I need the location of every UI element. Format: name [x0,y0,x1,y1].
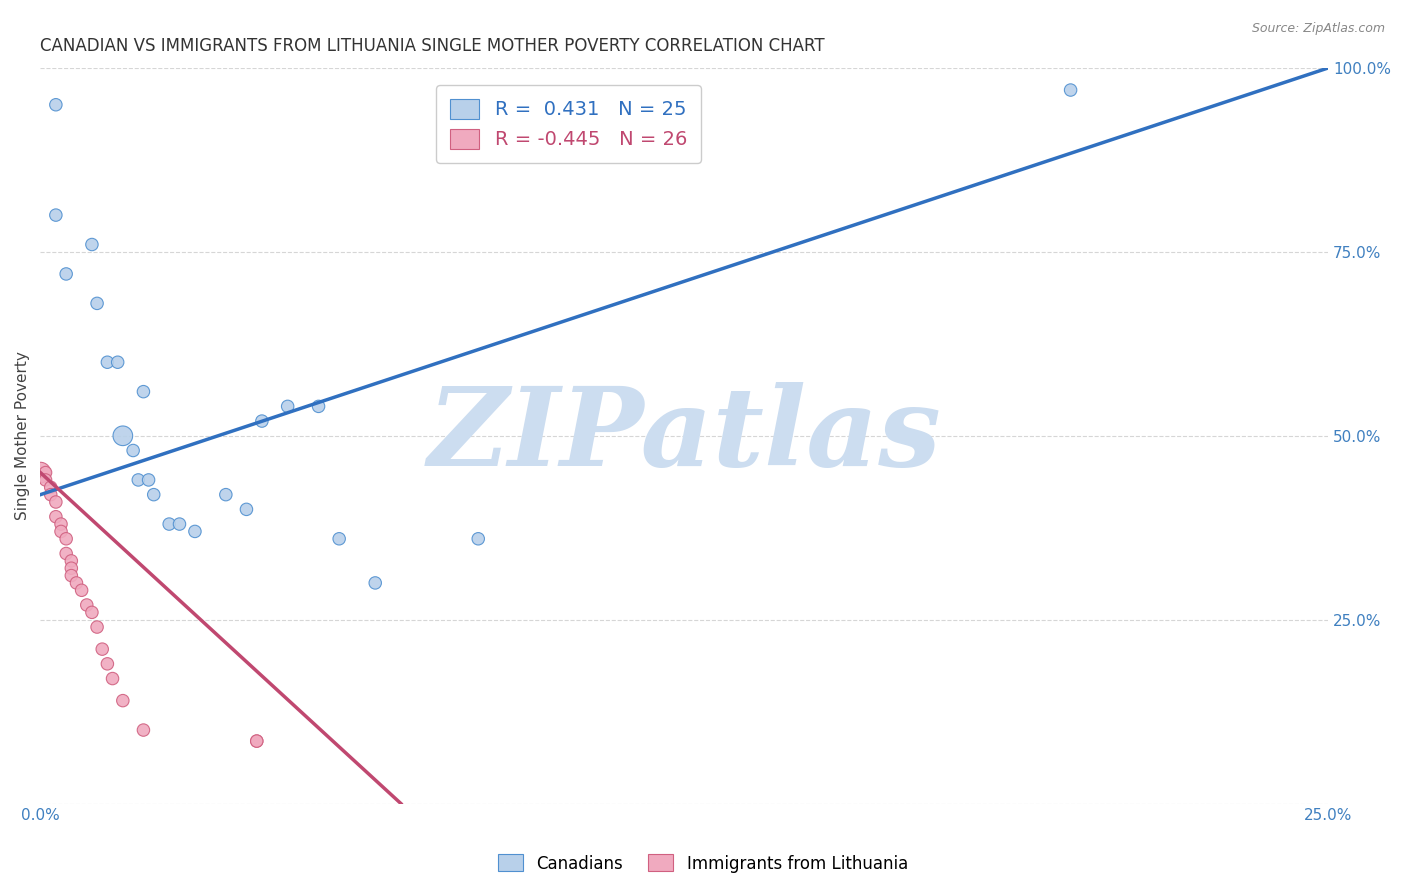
Point [246,734,269,748]
Point [60,554,83,568]
Text: Source: ZipAtlas.com: Source: ZipAtlas.com [1251,22,1385,36]
Point [96,355,118,369]
Point [142,488,165,502]
Point [308,400,330,414]
Point [328,532,350,546]
Point [132,723,155,737]
Point [107,355,129,369]
Point [30,466,52,480]
Point [49,524,72,539]
Legend: R =  0.431   N = 25, R = -0.445   N = 26: R = 0.431 N = 25, R = -0.445 N = 26 [436,85,700,163]
Point [1059,83,1081,97]
Point [91,642,114,657]
Point [60,561,83,575]
Point [45,208,67,222]
Point [65,576,87,591]
Y-axis label: Single Mother Poverty: Single Mother Poverty [15,351,30,520]
Point [49,517,72,532]
Point [80,605,103,619]
Point [157,517,180,532]
Point [80,237,103,252]
Point [235,502,257,516]
Point [60,568,83,582]
Point [45,509,67,524]
Point [55,547,77,561]
Point [96,657,118,671]
Text: ZIPatlas: ZIPatlas [427,382,941,490]
Point [127,473,149,487]
Point [184,524,207,539]
Point [86,296,108,310]
Point [138,473,160,487]
Point [111,429,134,443]
Point [215,488,238,502]
Point [45,495,67,509]
Point [45,97,67,112]
Point [34,473,56,487]
Point [122,443,145,458]
Point [34,466,56,480]
Point [39,488,62,502]
Point [55,267,77,281]
Point [132,384,155,399]
Point [101,672,124,686]
Point [111,693,134,707]
Point [277,400,299,414]
Legend: Canadians, Immigrants from Lithuania: Canadians, Immigrants from Lithuania [492,847,914,880]
Point [70,583,93,598]
Point [86,620,108,634]
Point [467,532,489,546]
Point [55,532,77,546]
Point [364,576,387,591]
Point [246,734,269,748]
Point [250,414,273,428]
Point [169,517,191,532]
Text: CANADIAN VS IMMIGRANTS FROM LITHUANIA SINGLE MOTHER POVERTY CORRELATION CHART: CANADIAN VS IMMIGRANTS FROM LITHUANIA SI… [41,37,825,55]
Point [39,480,62,494]
Point [76,598,98,612]
